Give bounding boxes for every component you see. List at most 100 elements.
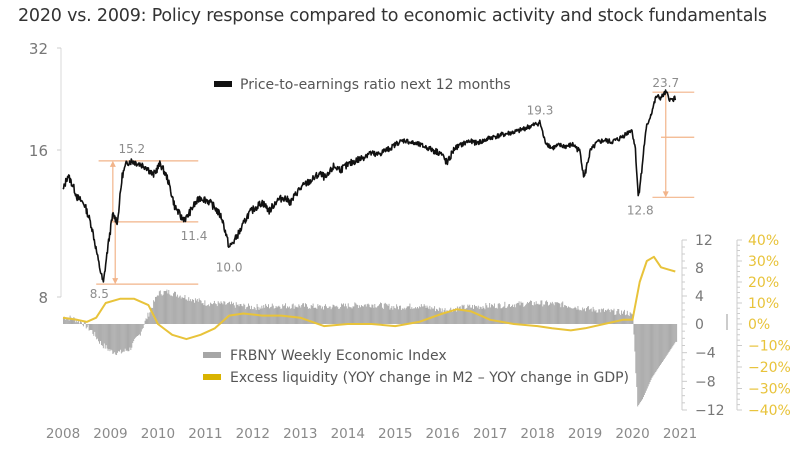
economic-index-bar (348, 306, 350, 324)
economic-index-bar (133, 324, 135, 342)
economic-index-bar (633, 324, 635, 335)
economic-index-bar (475, 306, 477, 324)
economic-index-bar (636, 324, 638, 387)
economic-index-bar (654, 324, 656, 374)
x-tick-label: 2017 (473, 426, 507, 442)
economic-index-bar (193, 299, 194, 324)
chart-title: 2020 vs. 2009: Policy response compared … (18, 6, 767, 26)
economic-index-tick-label: 8 (695, 261, 704, 277)
economic-index-bar (119, 324, 120, 352)
economic-index-bar (185, 299, 187, 324)
economic-index-bar (549, 304, 550, 324)
annotation-label: 12.8 (627, 203, 654, 217)
economic-index-bar (431, 307, 433, 324)
economic-index-bar (176, 294, 178, 324)
economic-index-bar (282, 304, 284, 324)
economic-index-bar (560, 307, 562, 324)
pe-y-tick-label: 32 (29, 40, 48, 58)
economic-index-bar (441, 308, 443, 324)
economic-index-bar (379, 304, 380, 324)
economic-index-bar (409, 303, 411, 324)
economic-index-bar (96, 324, 98, 340)
economic-index-bar (69, 315, 71, 324)
economic-index-bar (657, 324, 659, 370)
economic-index-bar (162, 294, 164, 324)
economic-index-bar (92, 324, 94, 334)
economic-index-bar (522, 302, 524, 324)
economic-index-bar (597, 312, 599, 324)
economic-index-bar (67, 317, 69, 324)
economic-index-bar (385, 303, 387, 324)
x-tick-label: 2014 (331, 426, 365, 442)
economic-index-bar (324, 305, 325, 324)
economic-index-bar (117, 324, 119, 353)
economic-index-tick-label: 4 (695, 289, 704, 305)
economic-index-bar (178, 296, 180, 324)
economic-index-bar (148, 316, 150, 324)
economic-index-bar (333, 305, 335, 324)
economic-index-bar (425, 307, 427, 324)
economic-index-bar (521, 302, 523, 324)
economic-index-bar (122, 324, 124, 352)
x-tick-label: 2012 (236, 426, 270, 442)
economic-index-bar (524, 306, 526, 324)
economic-index-bar (86, 324, 88, 328)
economic-index-bar (576, 309, 578, 324)
economic-index-bar (351, 308, 353, 324)
economic-index-bar (138, 324, 140, 335)
economic-index-bar (143, 324, 145, 325)
economic-index-bar (165, 291, 167, 324)
economic-index-bar (331, 307, 333, 324)
economic-index-bar (173, 293, 175, 324)
economic-index-bar (545, 301, 547, 324)
economic-index-bar (326, 308, 328, 324)
economic-index-bar (517, 302, 519, 324)
economic-index-bar (459, 306, 461, 324)
economic-index-bar (554, 302, 556, 324)
economic-index-bar (666, 324, 668, 355)
economic-index-bar (356, 304, 358, 324)
economic-index-bar (123, 324, 125, 352)
economic-index-bar (604, 311, 605, 324)
economic-index-bar (618, 309, 620, 324)
economic-index-bar (536, 304, 538, 324)
economic-index-bar (371, 304, 373, 324)
economic-index-bar (411, 307, 413, 324)
economic-index-bar (360, 307, 362, 324)
economic-index-bar (355, 303, 357, 324)
economic-index-bar (402, 309, 404, 324)
economic-index-bar (284, 305, 286, 324)
economic-index-bar (146, 319, 148, 324)
economic-index-bar (491, 304, 493, 324)
economic-index-bar (109, 324, 111, 352)
economic-index-bar (465, 308, 467, 324)
economic-index-bar (595, 309, 597, 324)
economic-index-bar (130, 324, 132, 351)
economic-index-bar (369, 307, 371, 324)
economic-index-bar (510, 307, 511, 324)
economic-index-bar (227, 303, 229, 324)
economic-index-bar (113, 324, 115, 354)
economic-index-bar (245, 309, 247, 324)
economic-index-bar (187, 300, 189, 324)
liquidity-tick-label: −10% (748, 339, 791, 355)
economic-index-bar (525, 304, 527, 324)
economic-index-bar (410, 308, 412, 324)
economic-index-bar (416, 308, 418, 324)
economic-index-bar (263, 305, 265, 324)
economic-index-bar (422, 306, 424, 324)
economic-index-bar (367, 303, 369, 324)
economic-index-bar (339, 308, 341, 324)
economic-index-bar (450, 307, 452, 324)
economic-index-bar (483, 307, 485, 324)
economic-index-bar (464, 309, 466, 324)
economic-index-bar (555, 302, 557, 324)
economic-index-bar (418, 306, 420, 324)
economic-index-bar (190, 299, 192, 324)
economic-index-bar (110, 324, 112, 350)
economic-index-bar (511, 304, 513, 324)
economic-index-bar (502, 307, 504, 324)
economic-index-bar (454, 309, 455, 324)
economic-index-bar (382, 308, 384, 324)
economic-index-bar (532, 305, 534, 324)
